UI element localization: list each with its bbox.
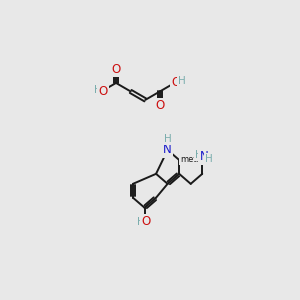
Text: O: O <box>98 85 108 98</box>
Text: O: O <box>172 76 181 89</box>
Text: H: H <box>205 154 212 164</box>
Text: O: O <box>111 63 121 76</box>
Text: N: N <box>163 143 172 157</box>
Text: N: N <box>200 150 208 164</box>
Text: H: H <box>195 150 203 160</box>
Text: H: H <box>94 85 101 95</box>
Text: H: H <box>137 217 145 226</box>
Text: methyl: methyl <box>180 155 209 164</box>
Text: O: O <box>141 215 151 228</box>
Text: H: H <box>178 76 185 86</box>
Text: H: H <box>164 134 172 144</box>
Text: O: O <box>155 99 164 112</box>
